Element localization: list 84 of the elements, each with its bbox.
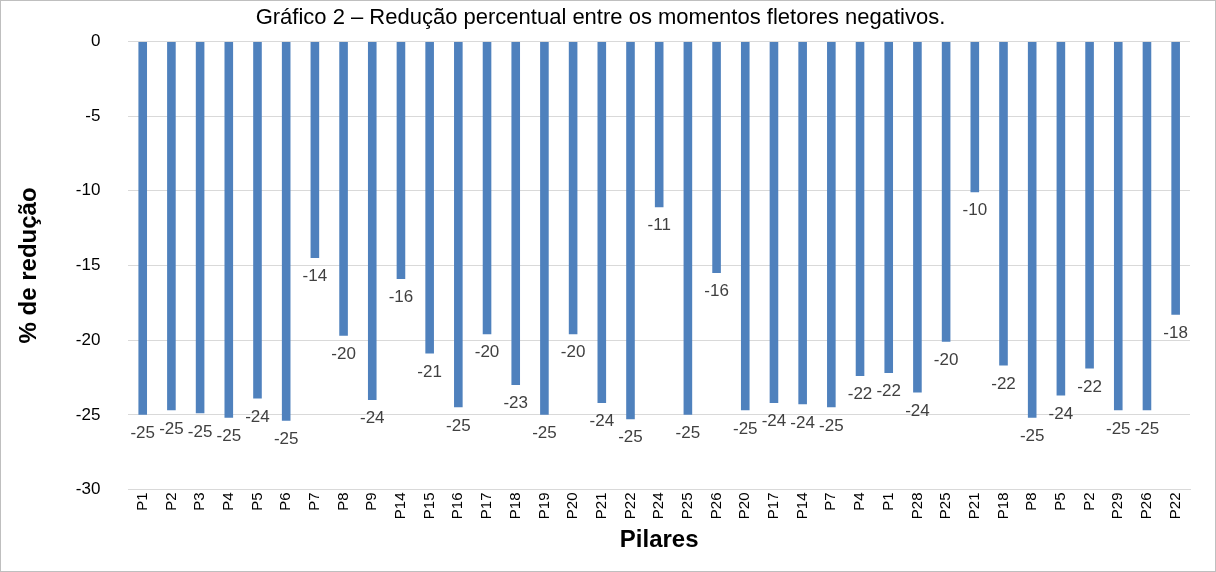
x-tick-label: P20 xyxy=(563,492,581,520)
data-label: -23 xyxy=(503,393,529,413)
data-label: -25 xyxy=(819,415,844,435)
data-label: -22 xyxy=(876,381,902,401)
data-label: -16 xyxy=(704,281,729,301)
x-tick-label: P7 xyxy=(821,492,839,511)
data-label: -25 xyxy=(532,423,557,443)
x-tick-label: P2 xyxy=(161,492,179,511)
data-label: -24 xyxy=(790,412,815,432)
x-tick-label: P17 xyxy=(477,492,495,520)
x-tick-label: P28 xyxy=(907,492,925,520)
x-tick-label: P16 xyxy=(448,492,466,520)
data-label: -22 xyxy=(991,373,1016,393)
y-tick-label: -25 xyxy=(75,404,101,424)
data-label: -20 xyxy=(560,342,586,362)
data-label: -24 xyxy=(359,408,385,428)
data-label: -25 xyxy=(216,426,242,445)
data-label: -25 xyxy=(187,421,213,441)
x-tick-label: P24 xyxy=(649,492,667,520)
data-label: -20 xyxy=(331,343,356,363)
x-tick-label: P22 xyxy=(1165,492,1183,520)
x-tick-label: P25 xyxy=(936,492,954,520)
x-tick-label: P5 xyxy=(1051,492,1069,511)
x-tick-label: P6 xyxy=(276,492,294,511)
data-label: -25 xyxy=(732,418,758,438)
x-tick-label: P1 xyxy=(878,492,896,511)
y-tick-label: -15 xyxy=(75,255,101,275)
x-tick-label: P25 xyxy=(678,492,696,520)
x-tick-label: P20 xyxy=(735,492,753,520)
x-tick-label: P4 xyxy=(218,492,236,511)
x-tick-label: P21 xyxy=(964,492,982,520)
x-tick-label: P2 xyxy=(1079,492,1097,511)
x-axis-title: Pilares xyxy=(619,525,699,553)
data-label: -21 xyxy=(417,361,442,381)
data-label: -11 xyxy=(647,215,671,235)
x-tick-label: P8 xyxy=(1022,492,1040,511)
x-tick-label: P22 xyxy=(620,492,638,520)
data-label: -10 xyxy=(962,200,988,220)
x-tick-label: P9 xyxy=(362,492,380,511)
y-tick-label: -30 xyxy=(75,479,101,499)
data-label: -25 xyxy=(1134,418,1160,438)
x-tick-label: P7 xyxy=(305,492,323,511)
chart-title: Gráfico 2 – Redução percentual entre os momentos fletores negativos. xyxy=(255,4,946,30)
data-label: -25 xyxy=(159,418,184,438)
x-tick-label: P1 xyxy=(132,492,150,511)
x-tick-label: P29 xyxy=(1108,492,1126,520)
data-label: -24 xyxy=(761,411,787,431)
x-tick-label: P18 xyxy=(505,492,523,520)
data-label: -22 xyxy=(847,384,873,404)
data-label: -24 xyxy=(1048,403,1074,423)
data-label: -25 xyxy=(273,428,299,448)
x-tick-label: P18 xyxy=(993,492,1011,520)
data-label: -16 xyxy=(388,287,414,307)
y-tick-label: -20 xyxy=(75,329,101,349)
x-tick-label: P5 xyxy=(247,492,265,511)
x-tick-label: P19 xyxy=(534,492,552,520)
data-label: -25 xyxy=(1105,418,1131,438)
data-label: -20 xyxy=(933,349,959,369)
data-label: -18 xyxy=(1163,322,1188,342)
x-tick-label: P4 xyxy=(850,492,868,511)
data-label: -25 xyxy=(618,427,643,447)
data-label: -25 xyxy=(446,415,471,435)
data-label: -25 xyxy=(675,423,701,443)
x-tick-label: P17 xyxy=(764,492,782,520)
data-label: -24 xyxy=(589,411,615,431)
x-tick-label: P14 xyxy=(391,492,409,520)
data-label: -24 xyxy=(905,400,930,420)
data-label: -25 xyxy=(130,423,156,443)
x-tick-label: P21 xyxy=(591,492,609,520)
x-tick-label: P14 xyxy=(792,492,810,520)
data-label: -20 xyxy=(474,342,500,362)
y-axis-title: % de redução xyxy=(14,187,42,344)
x-tick-label: P8 xyxy=(333,492,351,511)
x-tick-label: P26 xyxy=(1137,492,1155,520)
x-tick-label: P15 xyxy=(419,492,437,520)
x-tick-label: P3 xyxy=(190,492,208,511)
y-tick-label: -10 xyxy=(75,180,101,200)
data-label: -24 xyxy=(245,406,270,426)
x-tick-label: P26 xyxy=(706,492,724,520)
data-label: -22 xyxy=(1077,376,1102,396)
y-tick-label: 0 xyxy=(90,31,101,51)
data-label: -25 xyxy=(1019,426,1045,445)
y-tick-label: -5 xyxy=(85,105,101,125)
data-label: -14 xyxy=(302,266,328,286)
